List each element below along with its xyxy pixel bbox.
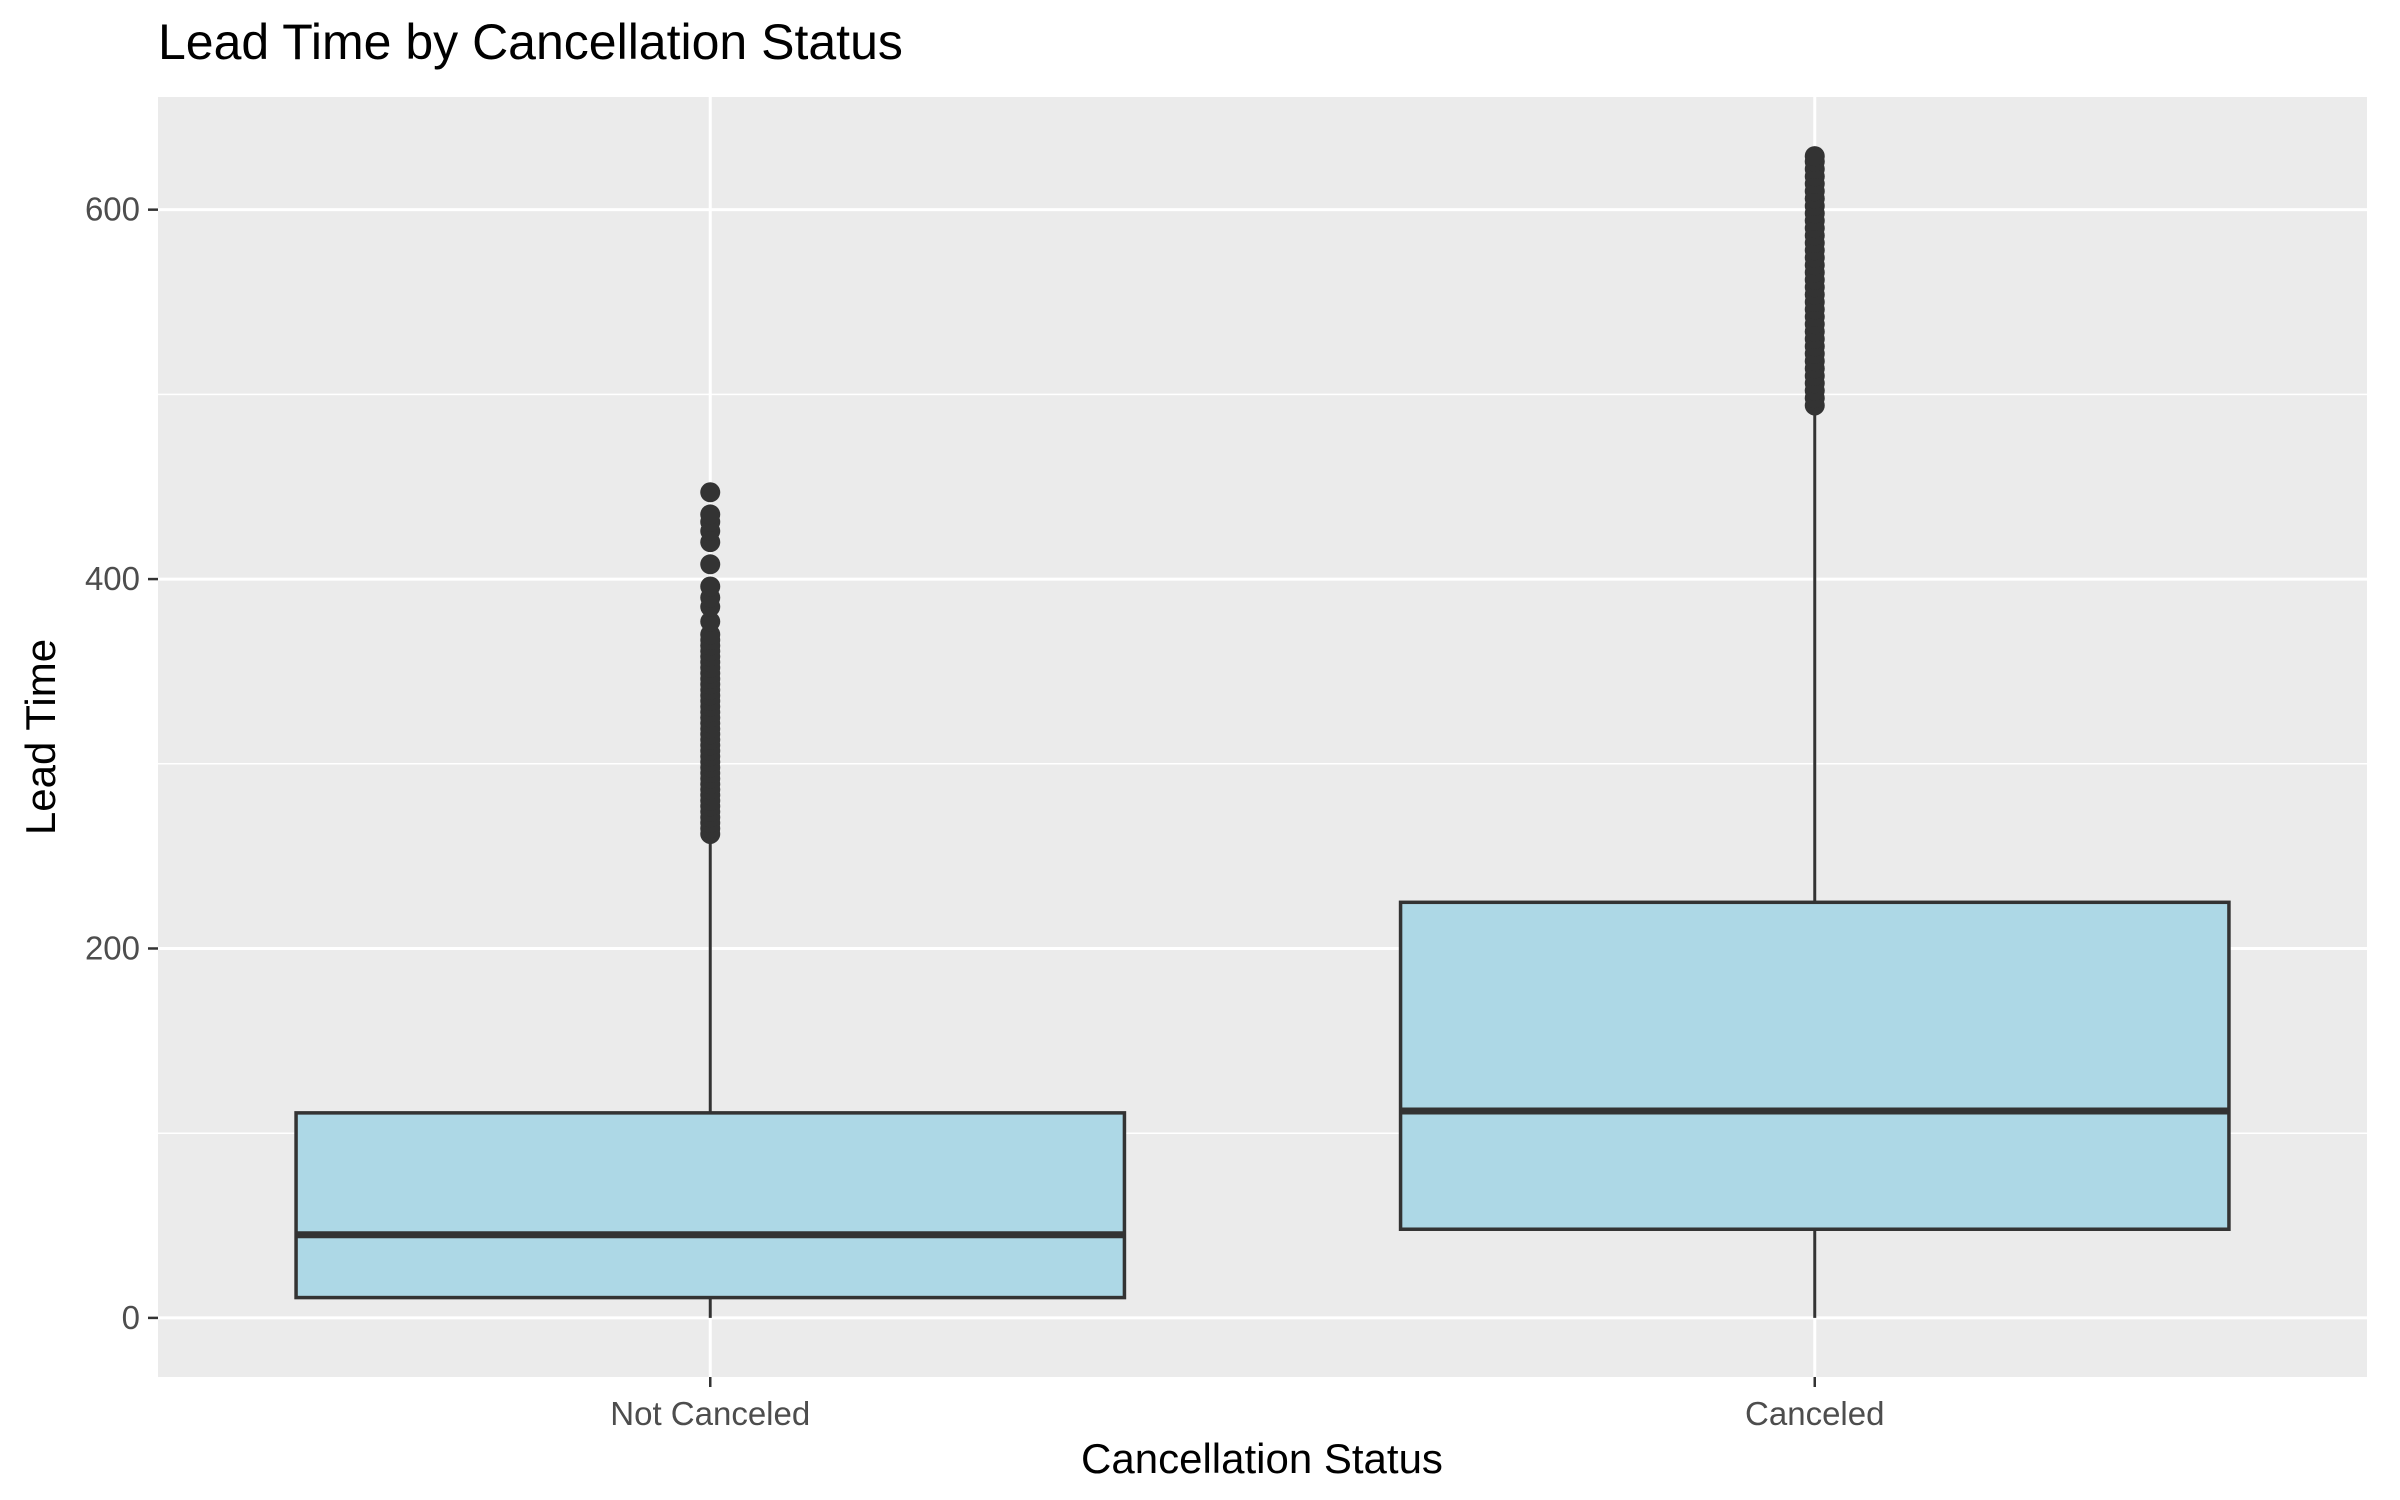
chart-title: Lead Time by Cancellation Status [158, 14, 903, 70]
outlier-point [1804, 146, 1825, 167]
box [1398, 900, 2231, 1231]
outlier-point [700, 611, 721, 632]
outlier-point [700, 576, 721, 597]
outlier-point [700, 554, 721, 575]
y-tick-label: 400 [85, 560, 140, 597]
x-tick-label: Canceled [1745, 1395, 1884, 1432]
y-tick-label: 0 [122, 1299, 140, 1336]
x-axis-title: Cancellation Status [1081, 1435, 1443, 1482]
box-group [294, 482, 1127, 1318]
outlier-point [700, 504, 721, 525]
x-axis: Not Canceled Canceled [610, 1377, 1884, 1432]
x-tick-label: Not Canceled [610, 1395, 810, 1432]
box-group [1398, 146, 2231, 1318]
y-axis: 0 200 400 600 [85, 191, 158, 1336]
box [294, 1111, 1127, 1300]
outlier-point [700, 482, 721, 503]
boxes [294, 146, 2231, 1318]
y-axis-title: Lead Time [17, 639, 64, 835]
y-tick-label: 200 [85, 929, 140, 966]
y-tick-label: 600 [85, 191, 140, 228]
